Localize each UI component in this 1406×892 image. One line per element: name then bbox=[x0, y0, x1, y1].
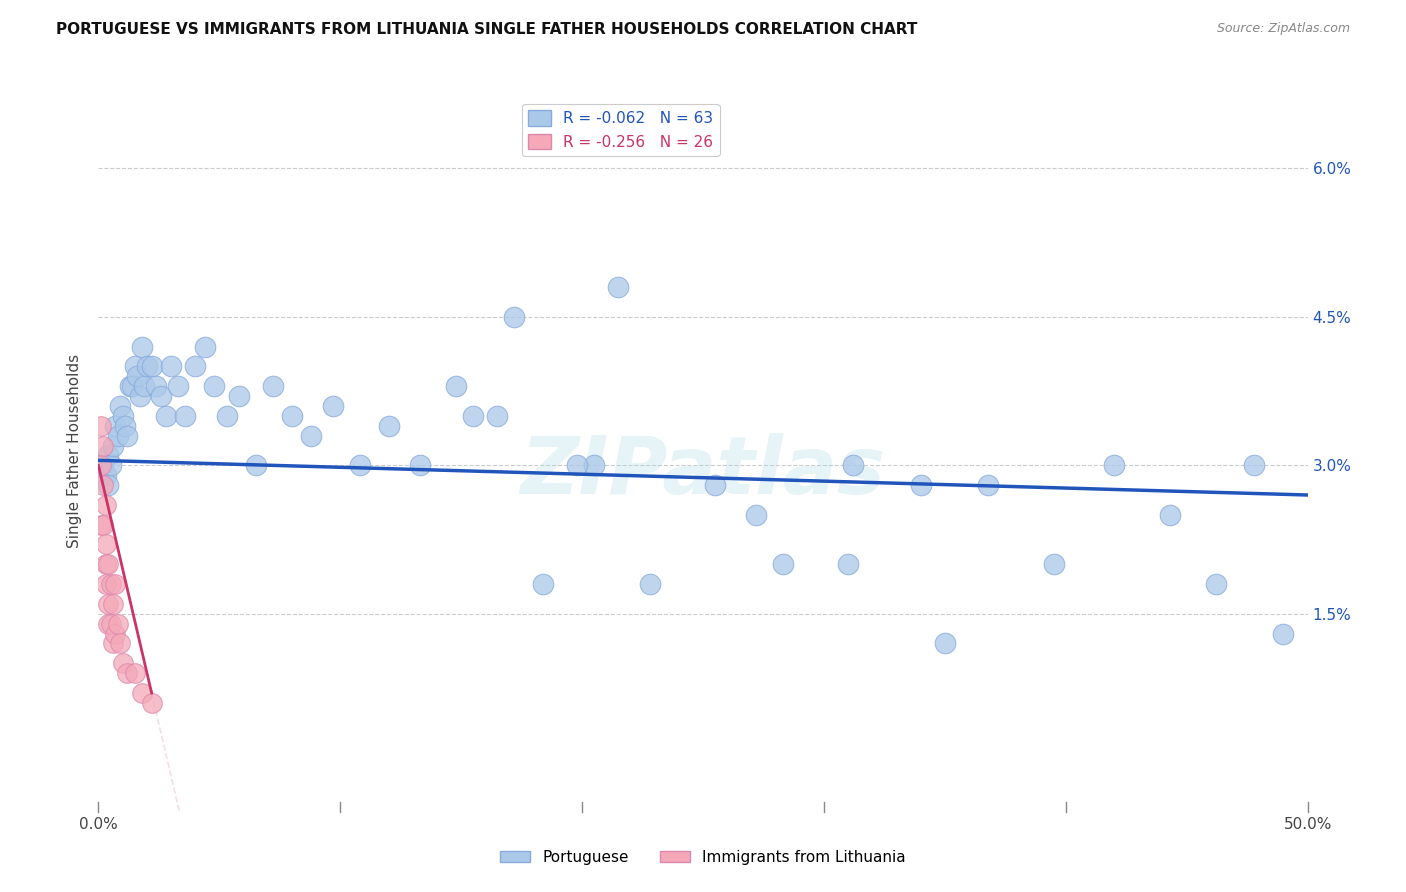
Point bbox=[90, 517, 112, 532]
Y-axis label: Single Father Households: Single Father Households bbox=[67, 353, 83, 548]
Point bbox=[100, 577, 122, 591]
Point bbox=[409, 458, 432, 473]
Point bbox=[977, 478, 1000, 492]
Text: PORTUGUESE VS IMMIGRANTS FROM LITHUANIA SINGLE FATHER HOUSEHOLDS CORRELATION CHA: PORTUGUESE VS IMMIGRANTS FROM LITHUANIA … bbox=[56, 22, 918, 37]
Point bbox=[174, 409, 197, 423]
Point bbox=[94, 577, 117, 591]
Point bbox=[837, 558, 859, 572]
Point bbox=[167, 379, 190, 393]
Point bbox=[145, 379, 167, 393]
Point bbox=[91, 517, 114, 532]
Point bbox=[531, 577, 554, 591]
Point bbox=[503, 310, 526, 324]
Point bbox=[638, 577, 661, 591]
Point bbox=[100, 616, 122, 631]
Point bbox=[1159, 508, 1181, 522]
Point bbox=[583, 458, 606, 473]
Point bbox=[104, 626, 127, 640]
Legend: Portuguese, Immigrants from Lithuania: Portuguese, Immigrants from Lithuania bbox=[494, 844, 912, 871]
Point bbox=[107, 616, 129, 631]
Point bbox=[155, 409, 177, 423]
Point bbox=[101, 597, 124, 611]
Point bbox=[194, 339, 217, 353]
Point bbox=[94, 537, 117, 551]
Legend: R = -0.062   N = 63, R = -0.256   N = 26: R = -0.062 N = 63, R = -0.256 N = 26 bbox=[522, 104, 720, 156]
Point bbox=[101, 438, 124, 452]
Point bbox=[114, 418, 136, 433]
Point bbox=[245, 458, 267, 473]
Point bbox=[910, 478, 932, 492]
Point bbox=[1205, 577, 1227, 591]
Point bbox=[1102, 458, 1125, 473]
Point bbox=[349, 458, 371, 473]
Text: ZIPatlas: ZIPatlas bbox=[520, 434, 886, 511]
Point bbox=[134, 379, 156, 393]
Point bbox=[150, 389, 173, 403]
Point bbox=[463, 409, 485, 423]
Point bbox=[228, 389, 250, 403]
Point bbox=[104, 577, 127, 591]
Point bbox=[486, 409, 509, 423]
Point bbox=[299, 428, 322, 442]
Point bbox=[842, 458, 865, 473]
Point bbox=[107, 428, 129, 442]
Point bbox=[91, 478, 114, 492]
Point bbox=[1042, 558, 1064, 572]
Point bbox=[934, 636, 956, 650]
Point bbox=[377, 418, 399, 433]
Point bbox=[135, 359, 157, 374]
Point bbox=[127, 369, 149, 384]
Point bbox=[131, 686, 153, 700]
Point bbox=[124, 359, 146, 374]
Point bbox=[104, 418, 127, 433]
Point bbox=[184, 359, 207, 374]
Point bbox=[90, 458, 112, 473]
Point bbox=[262, 379, 284, 393]
Point bbox=[97, 616, 120, 631]
Point bbox=[446, 379, 468, 393]
Point bbox=[97, 597, 120, 611]
Point bbox=[281, 409, 304, 423]
Point bbox=[1243, 458, 1265, 473]
Point bbox=[97, 558, 120, 572]
Point bbox=[97, 449, 120, 463]
Point bbox=[117, 666, 139, 681]
Point bbox=[128, 389, 150, 403]
Point bbox=[704, 478, 727, 492]
Point bbox=[121, 379, 143, 393]
Point bbox=[772, 558, 794, 572]
Point bbox=[118, 379, 141, 393]
Point bbox=[111, 409, 134, 423]
Point bbox=[97, 478, 120, 492]
Point bbox=[101, 636, 124, 650]
Point bbox=[91, 438, 114, 452]
Point bbox=[160, 359, 183, 374]
Point bbox=[141, 696, 163, 710]
Point bbox=[94, 558, 117, 572]
Point bbox=[94, 498, 117, 512]
Point bbox=[108, 636, 131, 650]
Point bbox=[117, 428, 139, 442]
Point bbox=[94, 468, 117, 483]
Point bbox=[131, 339, 153, 353]
Point bbox=[567, 458, 589, 473]
Point bbox=[322, 399, 344, 413]
Text: Source: ZipAtlas.com: Source: ZipAtlas.com bbox=[1216, 22, 1350, 36]
Point bbox=[141, 359, 163, 374]
Point bbox=[91, 458, 114, 473]
Point bbox=[124, 666, 146, 681]
Point bbox=[108, 399, 131, 413]
Point bbox=[90, 418, 112, 433]
Point bbox=[111, 657, 134, 671]
Point bbox=[1272, 626, 1295, 640]
Point bbox=[100, 458, 122, 473]
Point bbox=[204, 379, 226, 393]
Point bbox=[215, 409, 238, 423]
Point bbox=[745, 508, 768, 522]
Point bbox=[607, 280, 630, 294]
